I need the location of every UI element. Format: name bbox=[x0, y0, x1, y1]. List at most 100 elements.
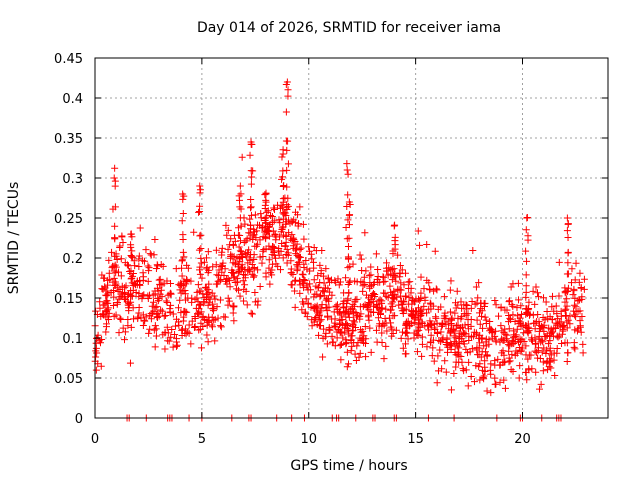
data-point bbox=[128, 247, 136, 255]
data-point bbox=[282, 251, 290, 259]
data-point bbox=[258, 259, 266, 267]
data-point bbox=[117, 272, 125, 280]
data-point bbox=[287, 257, 295, 265]
data-point bbox=[224, 275, 232, 283]
data-point bbox=[167, 290, 175, 298]
data-point bbox=[531, 334, 539, 342]
data-point bbox=[390, 222, 398, 230]
data-point bbox=[417, 311, 425, 319]
data-point bbox=[235, 243, 243, 251]
data-point bbox=[108, 248, 116, 256]
data-point bbox=[196, 270, 204, 278]
data-point bbox=[154, 297, 162, 305]
data-point bbox=[194, 281, 202, 289]
data-point bbox=[398, 266, 406, 274]
data-point bbox=[331, 342, 339, 350]
data-point bbox=[240, 297, 248, 305]
data-point bbox=[356, 349, 364, 357]
data-point bbox=[307, 250, 315, 258]
data-point bbox=[421, 293, 429, 301]
data-point bbox=[345, 254, 353, 262]
data-point bbox=[197, 254, 205, 262]
data-point bbox=[119, 238, 127, 246]
data-point bbox=[146, 325, 154, 333]
data-point bbox=[301, 308, 309, 316]
data-point bbox=[347, 347, 355, 355]
data-point bbox=[542, 349, 550, 357]
data-point bbox=[241, 220, 249, 228]
data-point bbox=[465, 358, 473, 366]
data-point bbox=[564, 349, 572, 357]
data-point bbox=[548, 303, 556, 311]
data-point bbox=[204, 248, 212, 256]
data-point bbox=[397, 334, 405, 342]
data-point bbox=[344, 326, 352, 334]
data-point bbox=[342, 340, 350, 348]
data-point bbox=[228, 266, 236, 274]
data-point bbox=[199, 312, 207, 320]
data-point bbox=[111, 222, 119, 230]
data-point bbox=[246, 151, 254, 159]
data-point bbox=[116, 242, 124, 250]
data-point bbox=[278, 239, 286, 247]
data-point bbox=[418, 340, 426, 348]
y-axis-title: SRMTID / TECUs bbox=[6, 182, 22, 295]
data-point bbox=[205, 280, 213, 288]
data-point bbox=[305, 247, 313, 255]
data-point bbox=[356, 315, 364, 323]
data-point bbox=[225, 297, 233, 305]
data-point bbox=[396, 261, 404, 269]
data-point bbox=[139, 273, 147, 281]
data-point bbox=[522, 271, 530, 279]
data-point bbox=[389, 312, 397, 320]
data-point bbox=[379, 273, 387, 281]
data-point bbox=[515, 374, 523, 382]
data-point bbox=[197, 319, 205, 327]
data-point bbox=[196, 232, 204, 240]
data-point bbox=[568, 265, 576, 273]
data-point bbox=[562, 287, 570, 295]
data-point bbox=[427, 331, 435, 339]
data-point bbox=[390, 287, 398, 295]
data-point bbox=[462, 366, 470, 374]
data-point bbox=[511, 318, 519, 326]
data-point bbox=[392, 277, 400, 285]
data-point bbox=[543, 346, 551, 354]
y-tick-label: 0.25 bbox=[54, 212, 83, 227]
data-point bbox=[161, 345, 169, 353]
data-point bbox=[523, 257, 531, 265]
data-point bbox=[195, 208, 203, 216]
data-point bbox=[353, 278, 361, 286]
data-point bbox=[522, 226, 530, 234]
data-point bbox=[375, 297, 383, 305]
data-point bbox=[155, 276, 163, 284]
data-point bbox=[342, 338, 350, 346]
data-point bbox=[236, 182, 244, 190]
data-point bbox=[358, 335, 366, 343]
data-point bbox=[402, 340, 410, 348]
data-point bbox=[236, 292, 244, 300]
data-point bbox=[178, 272, 186, 280]
data-point bbox=[336, 321, 344, 329]
data-point bbox=[135, 263, 143, 271]
data-point bbox=[127, 298, 135, 306]
data-point bbox=[272, 233, 280, 241]
data-point bbox=[178, 217, 186, 225]
data-point bbox=[452, 334, 460, 342]
data-point bbox=[551, 371, 559, 379]
data-point bbox=[247, 250, 255, 258]
data-point bbox=[481, 357, 489, 365]
data-point bbox=[453, 287, 461, 295]
data-point bbox=[457, 298, 465, 306]
data-point bbox=[337, 311, 345, 319]
data-point bbox=[305, 243, 313, 251]
data-point bbox=[254, 221, 262, 229]
data-point bbox=[475, 334, 483, 342]
data-point bbox=[218, 268, 226, 276]
data-point bbox=[381, 289, 389, 297]
data-point bbox=[96, 304, 104, 312]
data-point bbox=[247, 203, 255, 211]
data-point bbox=[174, 304, 182, 312]
data-point bbox=[308, 322, 316, 330]
